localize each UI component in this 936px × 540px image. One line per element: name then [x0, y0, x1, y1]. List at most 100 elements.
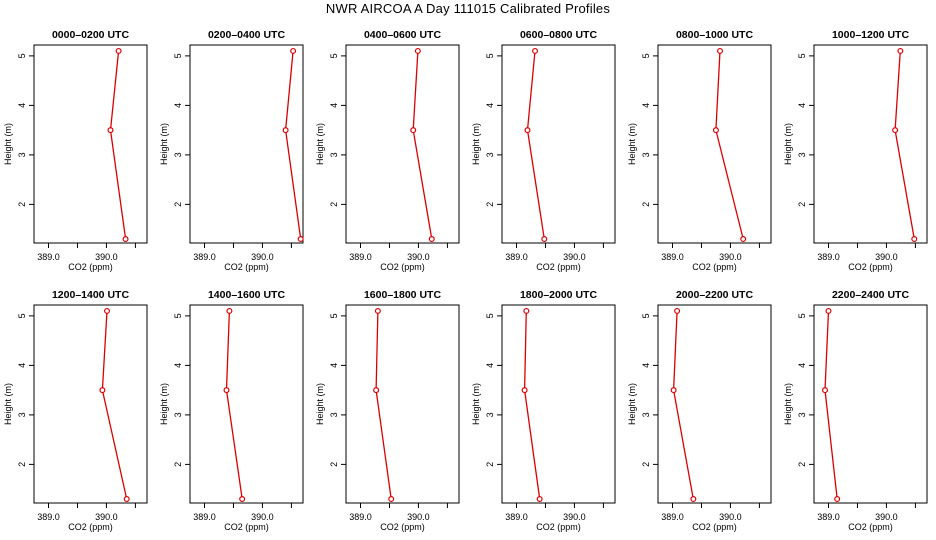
y-tick-label: 2 [797, 462, 807, 467]
y-tick-label: 5 [641, 313, 651, 318]
profile-point [690, 496, 697, 503]
panel-title: 2200–2400 UTC [832, 289, 909, 301]
y-tick-label: 5 [797, 313, 807, 318]
y-axis-label: Height (m) [783, 123, 793, 165]
profile-point [674, 307, 681, 314]
y-tick-label: 2 [485, 202, 495, 207]
x-axis-label: CO2 (ppm) [692, 262, 737, 272]
x-tick-label: 389.0 [661, 252, 684, 262]
y-tick-label: 4 [17, 363, 27, 368]
y-tick-label: 4 [173, 103, 183, 108]
profile-line [284, 50, 302, 240]
y-tick-label: 4 [797, 103, 807, 108]
profile-point [104, 307, 111, 314]
profile-line [526, 50, 545, 240]
panel-title: 1200–1400 UTC [52, 289, 129, 301]
y-tick-label: 2 [797, 202, 807, 207]
panel-title: 0400–0600 UTC [364, 29, 441, 41]
x-tick-label: 390.0 [251, 512, 274, 522]
y-tick-label: 2 [173, 202, 183, 207]
y-tick-label: 3 [797, 412, 807, 417]
y-axis-label: Height (m) [471, 123, 481, 165]
x-axis-label: CO2 (ppm) [848, 262, 893, 272]
x-tick-label: 390.0 [563, 512, 586, 522]
y-tick-label: 3 [485, 412, 495, 417]
y-tick-label: 2 [329, 462, 339, 467]
y-tick-label: 3 [485, 152, 495, 157]
profile-panel-9: 1600–1800 UTC 389.0 390.0 2 3 4 5 CO2 (ppm) Heig… [315, 289, 460, 532]
x-tick-label: 389.0 [505, 512, 528, 522]
profile-point [825, 307, 832, 314]
plot-frame [501, 44, 616, 244]
y-tick-label: 3 [641, 412, 651, 417]
profile-line [672, 310, 694, 500]
profile-panel-10: 1800–2000 UTC 389.0 390.0 2 3 4 5 CO2 (ppm) Heig… [471, 289, 616, 532]
y-tick-label: 4 [485, 103, 495, 108]
y-tick-label: 3 [329, 412, 339, 417]
plot-frame [189, 304, 304, 504]
x-axis-label: CO2 (ppm) [692, 522, 737, 532]
profile-panel-1: 0000–0200 UTC 389.0 390.0 2 3 4 5 CO2 (ppm) Heig… [3, 29, 148, 272]
profile-point [428, 236, 435, 243]
x-tick-label: 389.0 [661, 512, 684, 522]
y-axis-label: Height (m) [627, 383, 637, 425]
profile-point [282, 127, 289, 134]
profile-point [521, 387, 528, 394]
y-tick-label: 3 [17, 152, 27, 157]
profile-panel-2: 0200–0400 UTC 389.0 390.0 2 3 4 5 CO2 (ppm) Heig… [159, 29, 304, 272]
profile-line [101, 310, 128, 500]
plot-frame [813, 44, 928, 244]
y-tick-label: 3 [173, 412, 183, 417]
panel-title: 0600–0800 UTC [520, 29, 597, 41]
x-tick-label: 390.0 [563, 252, 586, 262]
profile-line [715, 50, 744, 240]
x-axis-label: CO2 (ppm) [224, 262, 269, 272]
y-tick-label: 2 [17, 202, 27, 207]
y-axis-label: Height (m) [627, 123, 637, 165]
profile-panel-6: 1000–1200 UTC 389.0 390.0 2 3 4 5 CO2 (ppm) Heig… [783, 29, 928, 272]
x-tick-label: 390.0 [407, 252, 430, 262]
profile-panel-4: 0600–0800 UTC 389.0 390.0 2 3 4 5 CO2 (ppm) Heig… [471, 29, 616, 272]
panel-title: 0800–1000 UTC [676, 29, 753, 41]
profile-point [374, 307, 381, 314]
profile-panel-12: 2200–2400 UTC 389.0 390.0 2 3 4 5 CO2 (ppm) Heig… [783, 289, 928, 532]
y-tick-label: 5 [485, 53, 495, 58]
y-tick-label: 2 [173, 462, 183, 467]
x-tick-label: 389.0 [817, 252, 840, 262]
x-tick-label: 390.0 [875, 252, 898, 262]
y-tick-label: 4 [17, 103, 27, 108]
plot-frame [657, 44, 772, 244]
profile-point [123, 496, 130, 503]
x-tick-label: 389.0 [193, 252, 216, 262]
y-tick-label: 5 [17, 313, 27, 318]
plot-frame [657, 304, 772, 504]
y-axis-label: Height (m) [783, 383, 793, 425]
profile-line [523, 310, 541, 500]
profile-panel-3: 0400–0600 UTC 389.0 390.0 2 3 4 5 CO2 (ppm) Heig… [315, 29, 460, 272]
y-tick-label: 4 [797, 363, 807, 368]
x-axis-label: CO2 (ppm) [68, 262, 113, 272]
profile-point [226, 307, 233, 314]
y-tick-label: 2 [17, 462, 27, 467]
profile-point [388, 496, 395, 503]
profile-line [894, 50, 915, 240]
profile-point [115, 47, 122, 54]
profile-line [375, 310, 392, 500]
profile-point [541, 236, 548, 243]
plot-frame [345, 304, 460, 504]
panel-title: 0200–0400 UTC [208, 29, 285, 41]
profile-point [297, 236, 304, 243]
y-tick-label: 5 [485, 313, 495, 318]
profile-point [107, 127, 114, 134]
y-axis-label: Height (m) [159, 383, 169, 425]
y-axis-label: Height (m) [3, 383, 13, 425]
panel-title: 1800–2000 UTC [520, 289, 597, 301]
x-tick-label: 390.0 [251, 252, 274, 262]
profile-panel-11: 2000–2200 UTC 389.0 390.0 2 3 4 5 CO2 (ppm) Heig… [627, 289, 772, 532]
profile-panel-7: 1200–1400 UTC 389.0 390.0 2 3 4 5 CO2 (ppm) Heig… [3, 289, 148, 532]
profile-point [373, 387, 380, 394]
y-tick-label: 3 [17, 412, 27, 417]
x-tick-label: 390.0 [719, 252, 742, 262]
profile-point [911, 236, 918, 243]
